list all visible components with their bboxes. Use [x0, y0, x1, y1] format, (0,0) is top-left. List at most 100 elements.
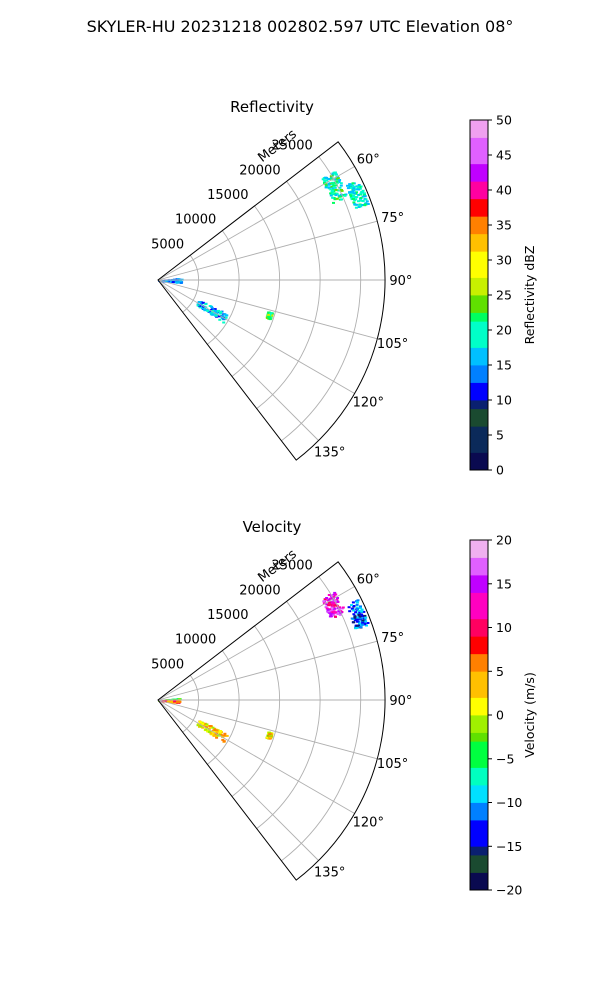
velocity-echo-cell	[201, 726, 205, 729]
reflectivity-echo-cell	[352, 187, 356, 190]
reflectivity-echo-cell	[335, 180, 339, 183]
reflectivity-colorbar: 0 5 10 15 20 25 30 35 40 45 50 Reflectivity dBZ	[469, 113, 537, 478]
velocity-colorbar-segment	[470, 671, 488, 681]
reflectivity-colorbar-segment	[470, 461, 488, 471]
reflectivity-echo-cell	[325, 179, 329, 182]
velocity-echo-cell	[326, 608, 330, 611]
velocity-range-ring	[207, 650, 240, 765]
velocity-azimuth-label: 105°	[377, 757, 408, 772]
reflectivity-echo-cell	[353, 196, 357, 198]
reflectivity-echo-cell	[344, 193, 348, 196]
velocity-echo-cell	[335, 598, 339, 601]
velocity-colorbar-segment	[470, 610, 488, 620]
velocity-azimuth-label: 135°	[314, 866, 345, 881]
velocity-echo-cell	[204, 727, 208, 730]
reflectivity-colorbar-tick-label: 35	[496, 218, 512, 233]
reflectivity-colorbar-segment	[470, 312, 488, 322]
velocity-echo-cell	[204, 726, 208, 728]
reflectivity-echo-cell	[196, 304, 200, 307]
reflectivity-echo-cell	[357, 200, 360, 203]
reflectivity-echo-cell	[222, 318, 226, 321]
velocity-colorbar-segment	[470, 758, 488, 768]
velocity-echo-cell	[202, 724, 206, 727]
velocity-echo-cell	[332, 606, 336, 609]
velocity-echo-cell	[361, 619, 365, 622]
reflectivity-echo-3	[196, 301, 229, 324]
velocity-echo-cell	[352, 609, 356, 612]
reflectivity-echo-cell	[349, 195, 353, 197]
velocity-echo-cell	[178, 698, 182, 701]
velocity-echo-cell	[268, 731, 271, 734]
reflectivity-echo-cell	[350, 192, 354, 195]
reflectivity-colorbar-segment	[470, 338, 488, 348]
reflectivity-echo-cell	[211, 313, 215, 316]
velocity-echo-cell	[359, 605, 362, 608]
reflectivity-colorbar-tick-label: 10	[496, 393, 512, 408]
velocity-echo-cell	[327, 604, 331, 607]
velocity-echo-cell	[331, 613, 335, 615]
velocity-range-label: 20000	[239, 583, 280, 598]
reflectivity-range-label: 20000	[239, 163, 280, 178]
reflectivity-echo-cell	[357, 193, 361, 196]
reflectivity-echo-cell	[354, 198, 358, 201]
velocity-echo-cell	[329, 613, 333, 615]
velocity-echo-cell	[332, 595, 336, 598]
reflectivity-echo-cell	[354, 188, 358, 191]
reflectivity-echo-cell	[337, 181, 341, 183]
velocity-echo-cell	[360, 610, 364, 613]
reflectivity-echo-cell	[343, 194, 347, 197]
reflectivity-echo-cell	[332, 201, 335, 204]
velocity-echo-cell	[268, 733, 272, 736]
reflectivity-echo-cell	[200, 302, 204, 305]
reflectivity-range-ring	[207, 230, 240, 345]
velocity-echo-cell	[364, 620, 368, 623]
reflectivity-echo-cell	[334, 173, 338, 176]
reflectivity-echo-cell	[203, 307, 207, 310]
reflectivity-echo-cell	[346, 187, 350, 190]
reflectivity-echo-cell	[332, 184, 336, 187]
reflectivity-colorbar-segment	[470, 452, 488, 462]
reflectivity-colorbar-segment	[470, 382, 488, 392]
velocity-echo-cell	[327, 610, 331, 613]
velocity-echo-5	[265, 731, 274, 740]
velocity-echo-cell	[218, 731, 222, 734]
velocity-echo-cell	[173, 700, 177, 703]
velocity-range-ring	[231, 625, 281, 797]
velocity-echo-cell	[178, 700, 182, 703]
reflectivity-colorbar-tick-label: 45	[496, 148, 512, 163]
velocity-colorbar-segment	[470, 723, 488, 733]
reflectivity-azimuth-spoke	[157, 279, 319, 441]
reflectivity-colorbar-segment	[470, 181, 488, 191]
velocity-echo-cell	[355, 600, 358, 603]
velocity-colorbar-segment	[470, 828, 488, 838]
reflectivity-echo-cell	[348, 183, 352, 186]
velocity-colorbar-segment	[470, 802, 488, 812]
reflectivity-colorbar-segment	[470, 268, 488, 278]
velocity-colorbar-segment	[470, 811, 488, 821]
reflectivity-echo-cell	[210, 305, 214, 308]
velocity-echo-cell	[341, 606, 345, 609]
reflectivity-colorbar-tick-label: 40	[496, 183, 512, 198]
velocity-echo-cell	[208, 725, 212, 728]
velocity-echo-cell	[363, 618, 367, 621]
reflectivity-echo-cell	[339, 184, 343, 187]
reflectivity-colorbar-segment	[470, 303, 488, 313]
velocity-echo-cell	[363, 623, 367, 626]
reflectivity-colorbar-tick-label: 5	[496, 428, 504, 443]
reflectivity-echo-cell	[201, 307, 205, 310]
velocity-echo-cell	[362, 610, 366, 613]
reflectivity-colorbar-segment	[470, 408, 488, 418]
reflectivity-azimuth-label: 60°	[357, 153, 380, 168]
velocity-azimuth-label: 120°	[353, 815, 384, 830]
reflectivity-echo-cell	[357, 188, 361, 191]
reflectivity-echo-cell	[179, 282, 183, 284]
reflectivity-echo-cell	[210, 307, 214, 310]
reflectivity-echo-cell	[197, 301, 201, 303]
velocity-colorbar-segment	[470, 750, 488, 760]
velocity-azimuth-spoke	[157, 640, 378, 701]
velocity-echo-cell	[212, 734, 216, 737]
velocity-colorbar-segment	[470, 863, 488, 873]
velocity-echo-cell	[211, 726, 215, 729]
velocity-echo-cell	[353, 615, 357, 618]
velocity-echo-cell	[355, 606, 359, 609]
